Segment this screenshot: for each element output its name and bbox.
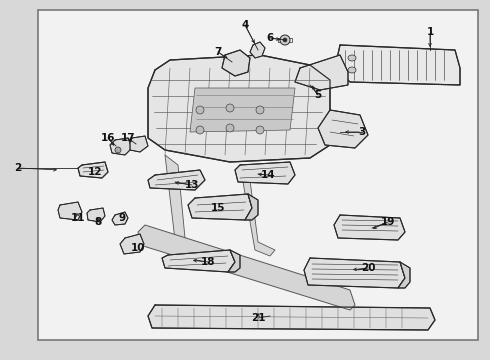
Text: 1: 1 <box>426 27 434 37</box>
Ellipse shape <box>348 67 356 73</box>
Text: 5: 5 <box>315 90 321 100</box>
Text: 3: 3 <box>358 127 366 137</box>
Polygon shape <box>398 262 410 288</box>
Polygon shape <box>112 212 128 225</box>
Circle shape <box>256 126 264 134</box>
Circle shape <box>115 147 121 153</box>
Text: 4: 4 <box>241 20 249 30</box>
Text: 10: 10 <box>131 243 145 253</box>
Polygon shape <box>335 45 460 85</box>
Circle shape <box>196 106 204 114</box>
Text: 20: 20 <box>361 263 375 273</box>
Polygon shape <box>304 258 405 288</box>
Text: 15: 15 <box>211 203 225 213</box>
Polygon shape <box>162 250 235 272</box>
Polygon shape <box>334 215 405 240</box>
Polygon shape <box>190 88 295 132</box>
Polygon shape <box>148 305 435 330</box>
Polygon shape <box>165 155 200 255</box>
Text: 18: 18 <box>201 257 215 267</box>
Text: 19: 19 <box>381 217 395 227</box>
Polygon shape <box>87 208 105 222</box>
Polygon shape <box>295 55 348 90</box>
Polygon shape <box>188 194 252 220</box>
Polygon shape <box>138 225 355 310</box>
Polygon shape <box>58 202 82 220</box>
Text: 13: 13 <box>185 180 199 190</box>
Polygon shape <box>228 250 240 272</box>
Circle shape <box>196 126 204 134</box>
Text: 7: 7 <box>214 47 221 57</box>
Text: 14: 14 <box>261 170 275 180</box>
Circle shape <box>280 35 290 45</box>
Text: 21: 21 <box>251 313 265 323</box>
Polygon shape <box>250 42 265 58</box>
Polygon shape <box>110 138 132 155</box>
Polygon shape <box>245 194 258 220</box>
Ellipse shape <box>348 55 356 61</box>
Text: 16: 16 <box>101 133 115 143</box>
Polygon shape <box>130 136 148 152</box>
Polygon shape <box>148 55 330 162</box>
Polygon shape <box>240 165 275 256</box>
Polygon shape <box>235 162 295 184</box>
Text: 9: 9 <box>119 213 125 223</box>
Polygon shape <box>148 170 205 190</box>
Text: 17: 17 <box>121 133 135 143</box>
Polygon shape <box>222 50 250 76</box>
Circle shape <box>226 124 234 132</box>
Text: 6: 6 <box>267 33 273 43</box>
Text: 11: 11 <box>71 213 85 223</box>
Polygon shape <box>78 162 108 178</box>
Text: 2: 2 <box>14 163 22 173</box>
Text: 8: 8 <box>95 217 101 227</box>
Polygon shape <box>318 110 368 148</box>
Circle shape <box>226 104 234 112</box>
Bar <box>38 10 478 340</box>
Circle shape <box>256 106 264 114</box>
Polygon shape <box>120 234 144 254</box>
Circle shape <box>283 38 287 42</box>
Text: 12: 12 <box>88 167 102 177</box>
